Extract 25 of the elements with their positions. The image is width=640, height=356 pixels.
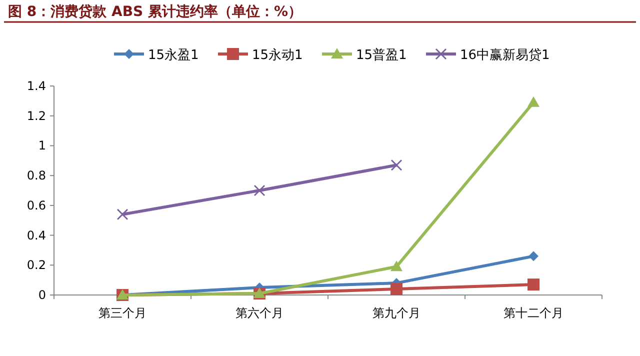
legend-label: 15永动1 (252, 47, 303, 63)
x-tick-label: 第六个月 (236, 306, 284, 320)
y-tick-label: 1.4 (26, 79, 46, 93)
y-tick-label: 1.2 (26, 108, 46, 123)
legend-label: 16中赢新易贷1 (460, 48, 550, 63)
point (390, 260, 402, 272)
y-tick-label: 1 (38, 138, 46, 153)
y-tick-label: 0.4 (26, 228, 46, 242)
legend-label: 15永盈1 (148, 47, 199, 63)
point (390, 159, 402, 171)
point (116, 208, 128, 220)
y-tick-label: 0.8 (26, 168, 46, 183)
chart-title: 图 8：消费贷款 ABS 累计违约率（单位：%） (8, 3, 302, 20)
point (528, 278, 540, 291)
point (390, 283, 402, 296)
point (528, 96, 540, 107)
x-tick-label: 第九个月 (372, 306, 420, 320)
x-tick-label: 第三个月 (98, 306, 146, 320)
y-tick-label: 0.6 (26, 198, 46, 212)
x-tick-label: 第十二个月 (504, 306, 564, 320)
y-tick-label: 0 (38, 288, 46, 302)
y-tick-label: 0.2 (26, 258, 46, 272)
legend-label: 15普盈1 (356, 47, 407, 63)
point (528, 251, 538, 262)
point (254, 184, 266, 196)
